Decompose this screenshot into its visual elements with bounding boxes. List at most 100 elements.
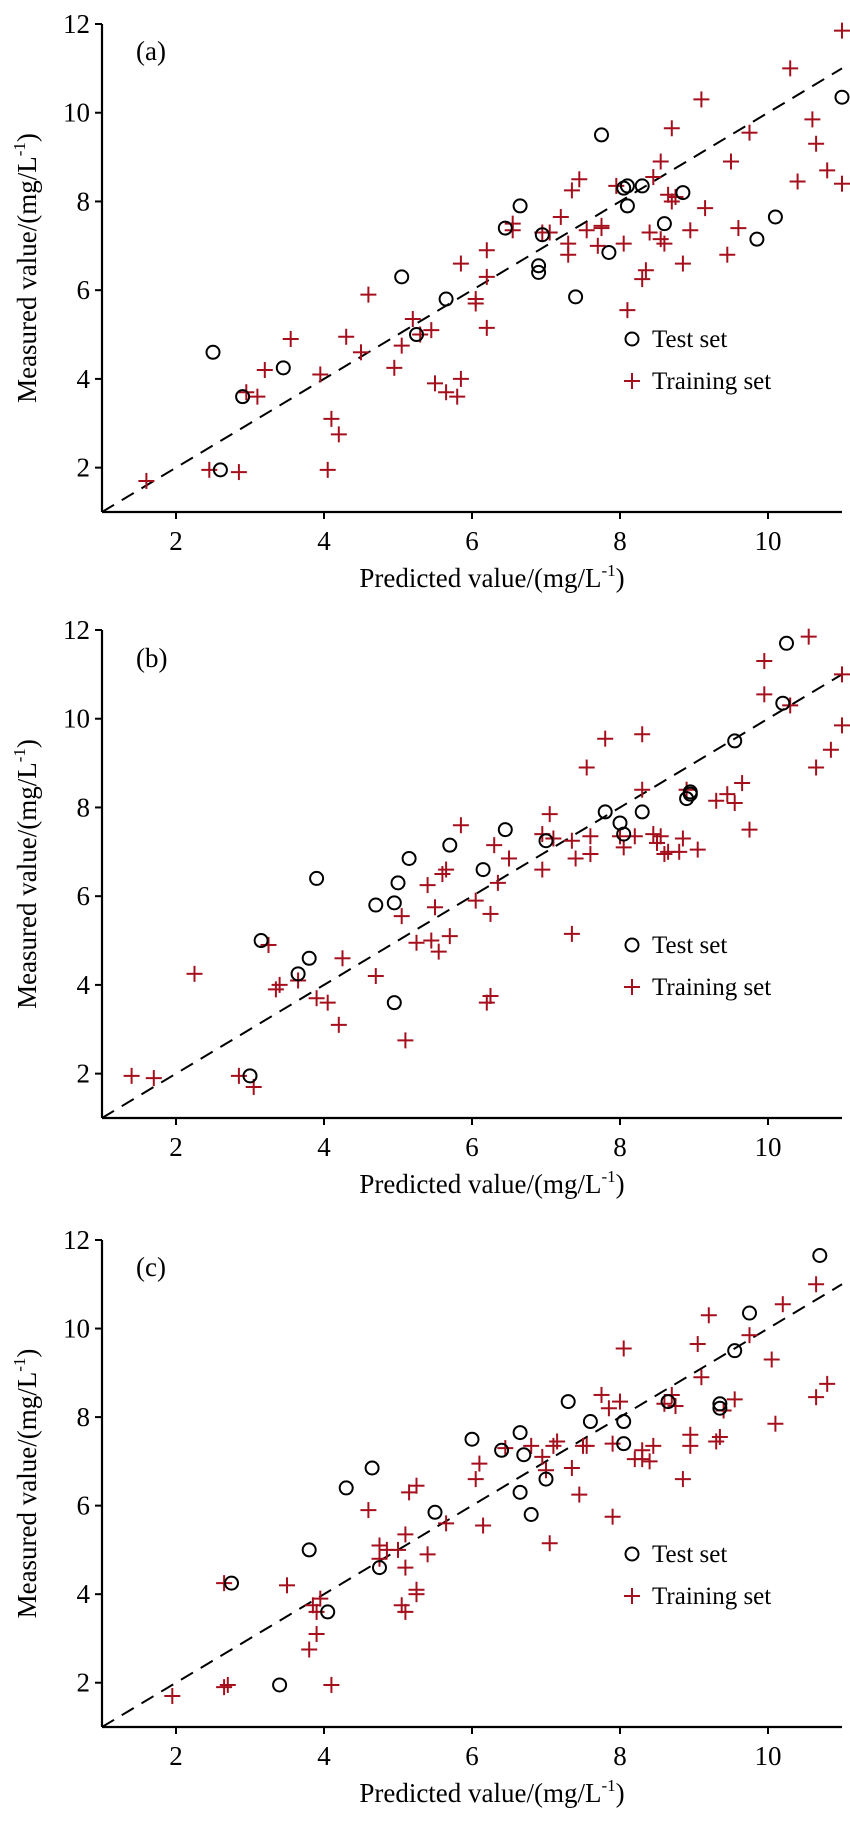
training-point <box>708 792 725 809</box>
test-point <box>779 635 794 651</box>
y-axis-title-close: ) <box>12 1349 42 1358</box>
test-point <box>272 1677 288 1693</box>
test-point <box>656 216 672 232</box>
legend-test-label: Test set <box>652 326 727 353</box>
training-point <box>645 826 662 843</box>
training-point <box>637 262 654 279</box>
test-point <box>531 258 547 274</box>
training-point <box>578 1437 595 1454</box>
legend: Test set Training set <box>624 326 771 395</box>
training-point <box>423 932 440 949</box>
training-point <box>423 322 440 339</box>
training-point <box>497 1440 514 1457</box>
training-point <box>645 1437 662 1454</box>
training-point <box>489 874 506 891</box>
test-point <box>660 1394 676 1410</box>
training-point <box>589 237 606 254</box>
legend-test-marker <box>624 331 640 347</box>
training-point <box>467 892 484 909</box>
training-point <box>323 410 340 427</box>
training-point <box>819 1375 836 1392</box>
training-point <box>408 1586 425 1603</box>
test-point <box>538 1471 554 1487</box>
training-point <box>504 222 521 239</box>
test-point <box>309 870 325 886</box>
x-axis-title-close: ) <box>616 563 625 593</box>
x-tick-label: 2 <box>169 1741 183 1771</box>
training-point <box>419 877 436 894</box>
training-point <box>312 1590 329 1607</box>
training-point <box>371 1550 388 1567</box>
training-point <box>482 905 499 922</box>
test-point <box>634 804 650 820</box>
test-point <box>390 875 406 891</box>
test-point <box>494 1442 510 1458</box>
test-point <box>290 966 306 982</box>
y-tick-label: 4 <box>77 970 91 1000</box>
training-point <box>434 866 451 882</box>
y-tick-label: 12 <box>63 615 90 645</box>
training-point <box>689 841 706 858</box>
training-point <box>571 1486 588 1503</box>
training-point <box>808 1276 825 1293</box>
training-point <box>567 850 584 867</box>
training-point <box>475 1517 492 1534</box>
training-point <box>393 908 410 925</box>
training-point <box>230 464 247 481</box>
test-point <box>442 837 458 853</box>
training-point <box>282 330 299 347</box>
x-axis-title-superscript: -1 <box>602 1167 616 1186</box>
training-point <box>338 328 355 345</box>
training-point <box>397 1559 414 1576</box>
test-point <box>368 897 384 913</box>
training-point <box>656 846 673 863</box>
training-point <box>634 781 651 798</box>
training-point <box>719 786 736 803</box>
training-point <box>634 271 651 288</box>
training-point <box>478 268 495 285</box>
test-point <box>834 89 850 105</box>
y-axis-title-text: Measured value/(mg/L <box>12 156 42 403</box>
training-point <box>545 830 562 847</box>
training-point <box>582 846 599 863</box>
training-point <box>397 1526 414 1543</box>
y-axis-title-superscript: -1 <box>10 1358 29 1372</box>
training-point <box>552 208 569 225</box>
training-point <box>741 1327 758 1344</box>
test-point <box>531 264 547 280</box>
x-tick-label: 2 <box>169 526 183 556</box>
training-point <box>186 965 203 982</box>
training-point <box>534 1448 551 1465</box>
training-point <box>563 925 580 942</box>
x-tick-label: 4 <box>317 526 331 556</box>
training-point <box>538 1462 554 1479</box>
x-tick-label: 10 <box>755 1132 782 1162</box>
training-point <box>467 1471 484 1488</box>
training-point <box>404 311 421 328</box>
y-tick-label: 4 <box>77 1579 91 1609</box>
test-point <box>394 269 410 285</box>
test-point <box>205 344 221 360</box>
test-point <box>523 1506 539 1522</box>
test-point <box>516 1447 532 1463</box>
training-point <box>819 162 836 179</box>
training-point <box>730 220 747 237</box>
legend: Test set Training set <box>624 932 771 1001</box>
y-axis-title: Measured value/(mg/L-1) <box>10 739 42 1009</box>
x-axis-title-close: ) <box>616 1778 625 1808</box>
training-point <box>834 22 850 39</box>
test-point <box>619 178 635 194</box>
training-point <box>367 968 384 985</box>
legend-test-marker <box>624 937 640 953</box>
test-point <box>386 895 402 911</box>
training-point <box>319 994 336 1011</box>
training-point <box>741 124 758 141</box>
test-point <box>409 327 424 343</box>
training-point <box>708 1433 725 1450</box>
training-point <box>438 861 455 878</box>
y-axis-title-superscript: -1 <box>10 748 29 762</box>
